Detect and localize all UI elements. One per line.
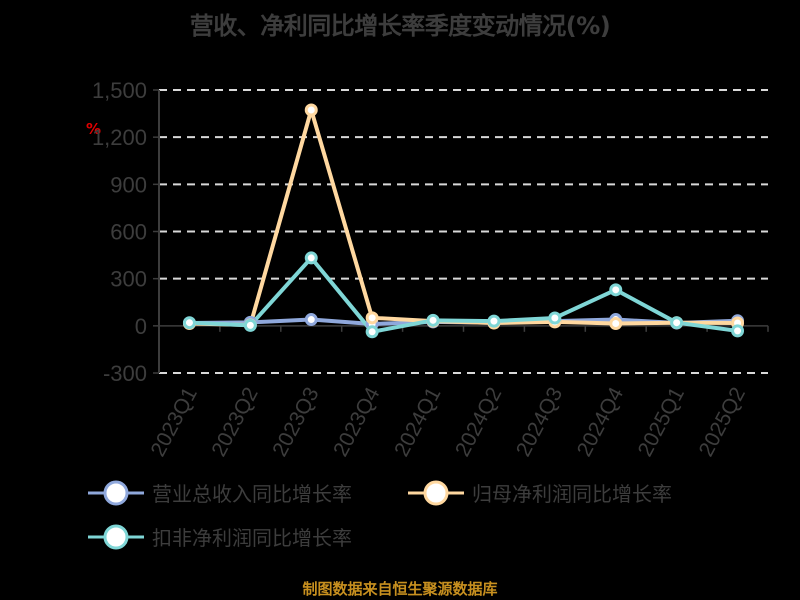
unit-label: % bbox=[86, 120, 102, 138]
source-footer: 制图数据来自恒生聚源数据库 bbox=[302, 580, 498, 598]
x-tick-label: 2023Q1 bbox=[146, 384, 201, 461]
legend-marker-icon bbox=[88, 480, 144, 505]
legend-label: 扣非净利润同比增长率 bbox=[152, 526, 352, 550]
y-tick-label: 1,200 bbox=[92, 125, 147, 150]
y-tick-label: 1,500 bbox=[92, 78, 147, 103]
legend-label: 归母净利润同比增长率 bbox=[472, 482, 672, 506]
legend-label: 营业总收入同比增长率 bbox=[152, 482, 352, 506]
data-point[interactable] bbox=[548, 311, 562, 325]
data-point[interactable] bbox=[304, 251, 318, 265]
data-point[interactable] bbox=[670, 316, 684, 330]
series-line-parent_net_profit bbox=[189, 107, 738, 328]
legend-marker-icon bbox=[408, 480, 464, 505]
data-point[interactable] bbox=[365, 311, 379, 325]
data-point[interactable] bbox=[365, 325, 379, 339]
x-tick-label: 2023Q2 bbox=[207, 384, 262, 461]
y-tick-label: 900 bbox=[110, 172, 147, 197]
data-point[interactable] bbox=[304, 313, 318, 327]
x-tick-label: 2024Q4 bbox=[573, 383, 629, 460]
data-point[interactable] bbox=[487, 314, 501, 328]
data-point[interactable] bbox=[609, 283, 623, 297]
data-point[interactable] bbox=[182, 316, 196, 330]
series-line-deducted_net_profit bbox=[189, 255, 738, 334]
x-tick-label: 2023Q4 bbox=[329, 383, 385, 460]
y-tick-label: 300 bbox=[110, 267, 147, 292]
chart-title: 营收、净利同比增长率季度变动情况(%) bbox=[189, 12, 611, 40]
legend-item-parent-net-profit[interactable]: 归母净利润同比增长率 bbox=[408, 478, 672, 507]
legend-item-deducted-net-profit[interactable]: 扣非净利润同比增长率 bbox=[88, 522, 352, 551]
x-tick-label: 2024Q3 bbox=[512, 384, 567, 461]
legend-item-revenue[interactable]: 营业总收入同比增长率 bbox=[88, 478, 352, 507]
legend-marker-icon bbox=[88, 524, 144, 549]
x-tick-label: 2025Q1 bbox=[634, 384, 689, 461]
x-tick-label: 2024Q1 bbox=[390, 384, 445, 461]
y-tick-label: 0 bbox=[135, 314, 147, 339]
x-tick-label: 2024Q2 bbox=[451, 384, 506, 461]
data-point[interactable] bbox=[304, 103, 318, 117]
x-tick-label: 2025Q2 bbox=[695, 384, 750, 461]
data-point[interactable] bbox=[609, 316, 623, 330]
data-point[interactable] bbox=[243, 318, 257, 332]
x-tick-label: 2023Q3 bbox=[268, 384, 323, 461]
y-tick-label: -300 bbox=[103, 361, 147, 386]
y-tick-label: 600 bbox=[110, 220, 147, 245]
data-point[interactable] bbox=[426, 313, 440, 327]
data-point[interactable] bbox=[731, 324, 745, 338]
